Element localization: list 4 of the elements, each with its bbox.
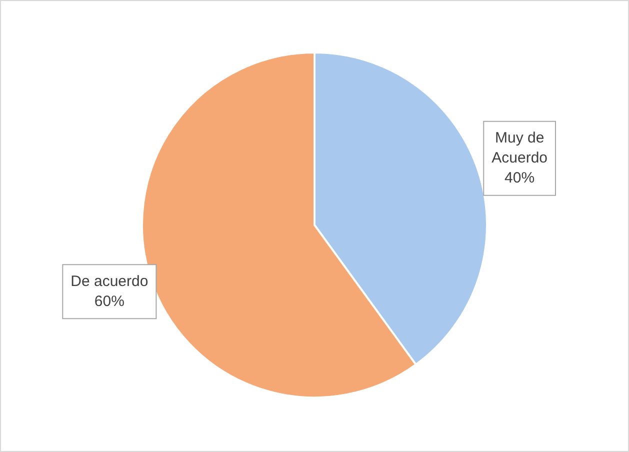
data-label: 40% [504, 170, 535, 187]
data-label: 60% [94, 292, 124, 310]
slice-label: De acuerdo [70, 272, 148, 290]
slice-label: Muy de Acuerdo [492, 130, 548, 167]
